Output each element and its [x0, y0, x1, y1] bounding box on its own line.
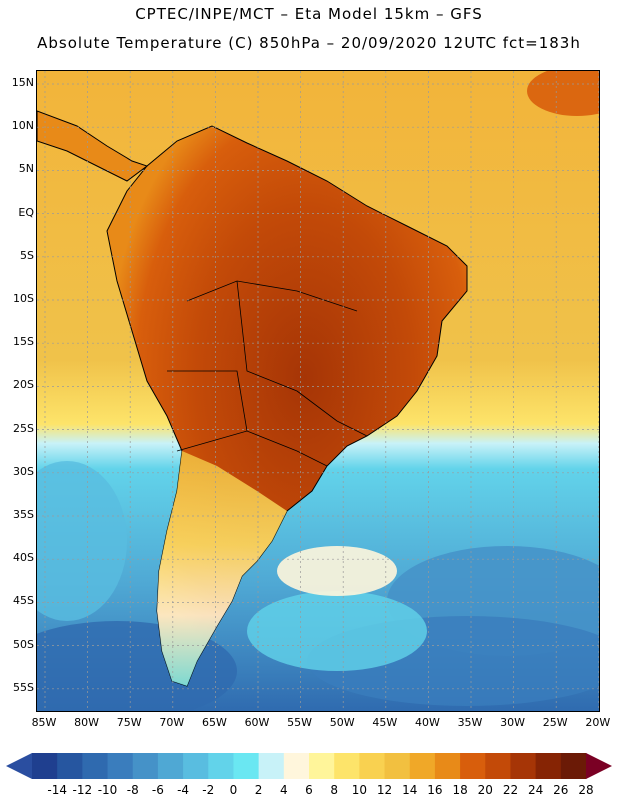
latitude-label: 10N: [11, 119, 34, 133]
colorbar-swatch: [309, 753, 335, 779]
colorbar-tick-label: 28: [578, 783, 594, 797]
colorbar-tick-label: -12: [72, 783, 93, 797]
longitude-label: 60W: [244, 716, 270, 729]
colorbar-tick-label: 26: [553, 783, 569, 797]
colorbar-swatch: [32, 753, 58, 779]
southern-cone-land: [157, 451, 287, 686]
colorbar-tick-label: 0: [229, 783, 238, 797]
colorbar-swatch: [82, 753, 109, 779]
colorbar-swatch: [334, 753, 360, 779]
latitude-label: 40S: [13, 551, 34, 565]
latitude-label: 45S: [13, 594, 34, 608]
colorbar-tick-label: 16: [427, 783, 443, 797]
colorbar-tick-label: 12: [376, 783, 393, 797]
latitude-label: 5S: [20, 248, 34, 262]
colorbar-tick-label: 2: [254, 783, 263, 797]
colorbar-swatch: [283, 753, 310, 779]
latitude-label: 15S: [13, 335, 34, 349]
colorbar-swatch: [258, 753, 285, 779]
colorbar-swatch: [560, 753, 587, 779]
latitude-label: 55S: [13, 680, 34, 694]
colorbar-tick-label: -14: [47, 783, 67, 797]
map-subtitle: Absolute Temperature (C) 850hPa – 20/09/…: [37, 34, 581, 52]
colorbar-tick-label: 20: [477, 783, 493, 797]
colorbar-swatch: [157, 753, 184, 779]
colorbar-swatch: [409, 753, 436, 779]
central-america-land: [37, 110, 149, 182]
longitude-label: 35W: [457, 716, 483, 729]
colorbar-swatch: [485, 753, 511, 779]
colorbar-tick-label: 18: [452, 783, 468, 797]
colorbar-swatch: [208, 753, 234, 779]
colorbar-swatch: [132, 753, 159, 779]
longitude-label: 30W: [500, 716, 526, 729]
temperature-map[interactable]: [37, 71, 600, 712]
cool-ocean-pocket: [247, 591, 427, 671]
country-borders: [167, 280, 368, 467]
latitude-label: 35S: [13, 508, 34, 521]
longitude-label: 65W: [201, 716, 227, 729]
colorbar-tick-label: 6: [305, 783, 313, 797]
colorbar-swatch: [510, 753, 537, 779]
colorbar-tick-label: -10: [97, 783, 118, 797]
colorbar-swatch: [233, 753, 260, 779]
colorbar-tick-label: -4: [177, 783, 190, 797]
colorbar-tick-label: -6: [151, 783, 164, 797]
latitude-label: 10S: [13, 292, 34, 305]
colorbar-swatch: [359, 753, 386, 779]
longitude-label: 80W: [74, 716, 100, 729]
colorbar-tick-label: -2: [202, 783, 215, 797]
longitude-label: 20W: [585, 716, 611, 729]
colorbar-tick-label: 14: [402, 783, 418, 797]
latitude-label: 20S: [13, 378, 34, 392]
longitude-label: 70W: [159, 716, 185, 729]
colorbar-tick-label: -8: [126, 783, 139, 797]
colorbar-tick-label: 22: [502, 783, 519, 797]
cool-ocean-pocket: [37, 461, 127, 621]
colorbar-tick-label: 24: [527, 783, 544, 797]
latitude-label: 15N: [11, 76, 34, 89]
latitude-label: 30S: [13, 464, 34, 478]
latitude-label: EQ: [18, 205, 34, 219]
latitude-label: 5N: [18, 162, 34, 176]
colorbar-min-triangle: [6, 753, 32, 779]
longitude-label: 40W: [414, 716, 440, 729]
colorbar-swatch: [107, 753, 134, 779]
longitude-label: 50W: [329, 716, 355, 729]
longitude-label: 45W: [372, 716, 398, 729]
colorbar-swatch: [57, 753, 83, 779]
latitude-label: 50S: [13, 637, 34, 651]
colorbar-tick-label: 4: [279, 783, 288, 797]
map-title: CPTEC/INPE/MCT – Eta Model 15km – GFS: [135, 5, 483, 23]
colorbar-swatch: [535, 753, 562, 779]
mild-ocean-pocket: [277, 546, 397, 596]
longitude-label: 75W: [116, 716, 142, 729]
latitude-label: 25S: [13, 421, 34, 435]
colorbar-swatch: [460, 753, 486, 779]
warm-ocean-pocket: [527, 71, 599, 116]
map-panel[interactable]: [36, 70, 600, 712]
color-scale-bar: [6, 753, 612, 779]
graticule: [37, 71, 599, 711]
longitude-label: 55W: [287, 716, 313, 729]
colorbar-swatch: [384, 753, 411, 779]
colorbar-tick-label: 8: [330, 783, 338, 797]
longitude-label: 25W: [542, 716, 568, 729]
colorbar-swatch: [183, 753, 209, 779]
colorbar-swatch: [434, 753, 461, 779]
colorbar-tick-label: 10: [351, 783, 367, 797]
longitude-label: 85W: [31, 716, 57, 729]
colorbar-max-triangle: [586, 753, 612, 779]
